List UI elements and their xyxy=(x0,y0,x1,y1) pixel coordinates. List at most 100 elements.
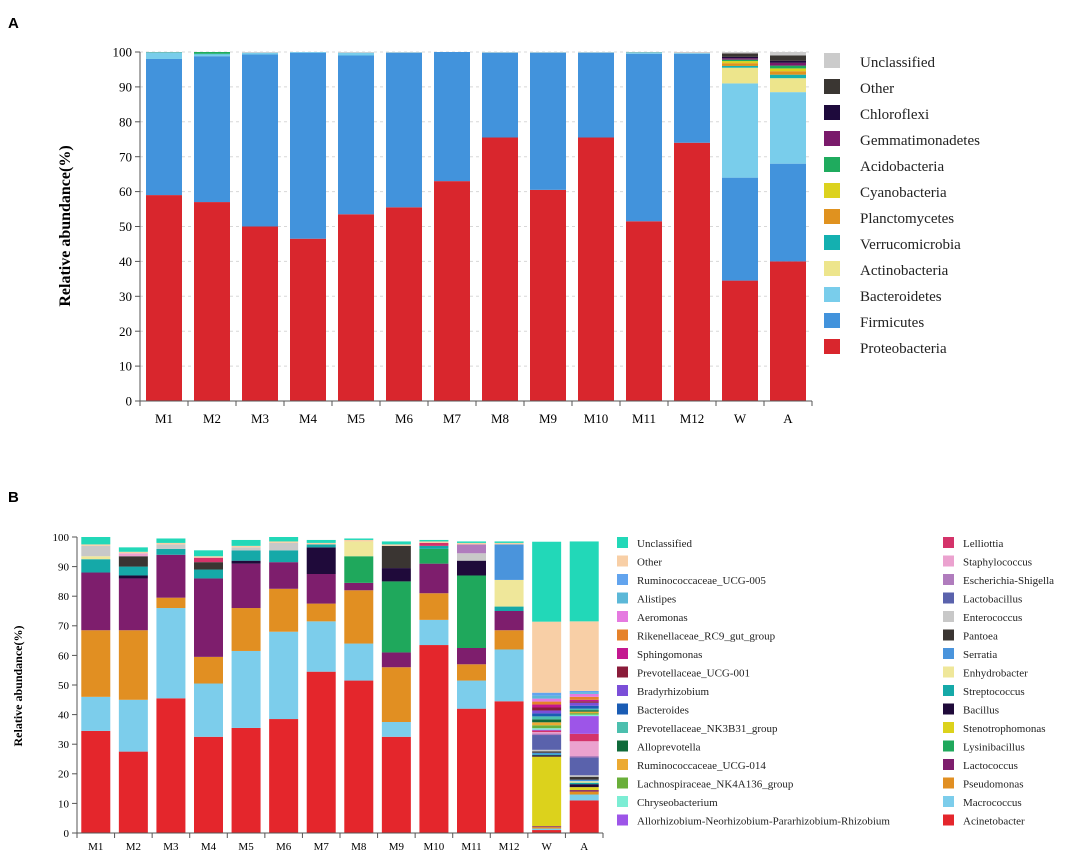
panel-b-x-tick-label-m2: M2 xyxy=(126,841,141,853)
panel-b-bar-m10-unclassified xyxy=(419,539,449,542)
panel-b-bar-a-macrococcus xyxy=(569,794,599,801)
panel-a-legend-label-proteobacteria: Proteobacteria xyxy=(860,341,947,357)
panel-a-x-tick-label-m5: M5 xyxy=(347,411,365,426)
panel-b-bar-w-rikenellaceae-rc9-gut-group xyxy=(532,701,562,705)
panel-b-bar-a-other xyxy=(569,621,599,691)
panel-b-bar-m5-streptococcus xyxy=(231,550,261,561)
panel-a-chart: 0 10 20 30 40 50 60 70 80 90 100 M1 M2 M3 M4 M5 M6 M7 M8 M9… xyxy=(57,45,980,426)
panel-b-bar-m6-macrococcus xyxy=(269,631,299,720)
panel-a-bar-a-cyanobacteria xyxy=(770,68,806,72)
panel-a-bar-m1-unclassified xyxy=(146,52,182,53)
panel-b-legend-swatch-aeromonas xyxy=(617,611,628,622)
panel-a-y-tick-label-20: 20 xyxy=(119,324,132,339)
panel-b-bar-m2-macrococcus xyxy=(118,699,148,752)
panel-b-bar-w-other xyxy=(532,621,562,693)
panel-a-bar-w-other xyxy=(722,53,758,57)
panel-b-bar-a-lachnospiraceae-nk4a136-group xyxy=(569,713,599,715)
panel-b-bar-m3-unclassified xyxy=(156,538,186,543)
panel-b-bar-m4-lactococcus xyxy=(194,578,223,657)
panel-b-bar-m9-pseudomonas xyxy=(381,667,411,722)
panel-a-legend-label-bacteroidetes: Bacteroidetes xyxy=(860,289,942,305)
panel-a-bar-m2-firmicutes xyxy=(194,56,230,203)
panel-b-bar-w-bacteroides xyxy=(532,713,562,717)
panel-a-legend-swatch-bacteroidetes xyxy=(824,287,840,302)
panel-a-bar-m9-proteobacteria xyxy=(530,189,566,401)
panel-b-bar-w-bacillus xyxy=(532,755,562,757)
panel-b-bar-m7-other xyxy=(306,542,336,545)
panel-b-bar-m12-enhydrobacter xyxy=(494,579,524,607)
panel-a-bar-w-acidobacteria xyxy=(722,59,758,62)
panel-b-bar-m3-acinetobacter xyxy=(156,698,186,833)
panel-a-x-tick-label-m3: M3 xyxy=(251,411,269,426)
panel-a-bar-w-firmicutes xyxy=(722,177,758,281)
panel-a-bar-m12-bacteroidetes xyxy=(674,53,710,54)
panel-b-legend-swatch-lysinibacillus xyxy=(943,740,954,752)
panel-letter-b: B xyxy=(8,489,19,506)
panel-a-bar-m9-unclassified xyxy=(530,52,566,53)
panel-b-bar-m11-macrococcus xyxy=(457,680,486,709)
panel-b-bar-w-enterococcus xyxy=(532,749,562,752)
panel-a-bar-w-unclassified xyxy=(722,52,758,54)
panel-b-bar-m4-pseudomonas xyxy=(194,656,223,684)
panel-b-bar-w-sphingomonas xyxy=(532,704,562,708)
panel-a-legend-swatch-gemmatimonadetes xyxy=(824,131,840,146)
panel-b-legend-label-lelliottia: Lelliottia xyxy=(963,538,1003,550)
panel-b-bar-a-ruminococcaceae-ucg-014 xyxy=(569,711,599,714)
panel-a-y-tick-label-50: 50 xyxy=(119,219,132,234)
panel-a-bar-m1-firmicutes xyxy=(146,58,182,196)
panel-a-bar-a-planctomycetes xyxy=(770,71,806,75)
panel-a-legend-label-chloroflexi: Chloroflexi xyxy=(860,107,929,123)
panel-b-bar-m7-macrococcus xyxy=(306,621,336,672)
panel-b-bar-a-chryseobacterium xyxy=(569,714,599,717)
panel-b-bar-m6-acinetobacter xyxy=(269,719,299,833)
panel-b-bar-m5-other xyxy=(231,545,261,548)
panel-b-bar-a-staphylococcus xyxy=(569,741,599,757)
panel-b-bar-a-streptococcus xyxy=(569,782,599,785)
panel-a-bar-m5-bacteroidetes xyxy=(338,52,374,56)
panel-b-legend-swatch-lachnospiraceae-nk4a136-group xyxy=(617,777,628,789)
panel-a-y-tick-label-80: 80 xyxy=(119,114,132,129)
panel-a-bar-m6-unclassified xyxy=(386,52,422,53)
panel-b-bar-m2-pseudomonas xyxy=(118,630,148,700)
panel-b-bar-m6-unclassified xyxy=(269,537,299,542)
panel-b-legend-label-bradyrhizobium: Bradyrhizobium xyxy=(637,686,710,698)
panel-a-y-tick-label-30: 30 xyxy=(119,289,132,304)
panel-a-x-tick-label-a: A xyxy=(783,411,793,426)
panel-b-bar-m2-other xyxy=(118,551,148,554)
panel-a-y-tick-label-0: 0 xyxy=(126,394,133,409)
panel-b-bar-m8-enhydrobacter xyxy=(344,541,374,557)
panel-b-bar-a-lelliottia xyxy=(569,733,599,742)
panel-b-bar-m10-pseudomonas xyxy=(419,593,449,620)
panel-a-x-tick-label-m7: M7 xyxy=(443,411,462,426)
panel-b-legend-swatch-stenotrophomonas xyxy=(943,722,954,733)
panel-b-x-tick-label-m8: M8 xyxy=(351,841,367,853)
panel-b-bar-a-bacillus xyxy=(569,784,599,788)
panel-b-legend-label-chryseobacterium: Chryseobacterium xyxy=(637,797,718,809)
panel-b-bar-a-escherichia-shigella xyxy=(569,756,599,758)
panel-b-bar-m1-unclassified xyxy=(81,537,111,545)
panel-b-bar-m12-other xyxy=(494,542,524,545)
panel-b-bar-m8-unclassified xyxy=(344,538,374,540)
panel-b-y-axis-label: Relative abundance(%) xyxy=(11,626,25,747)
panel-a-bar-m6-proteobacteria xyxy=(386,207,422,401)
panel-a-bar-w-verrucomicrobia xyxy=(722,65,758,68)
panel-b-legend-swatch-bacteroides xyxy=(617,703,628,715)
panel-b-bar-m1-enterococcus xyxy=(81,545,111,557)
panel-a-bar-m2-bacteroidetes xyxy=(194,54,230,57)
panel-b-bar-w-pantoea xyxy=(532,751,562,753)
panel-b-legend-swatch-lactococcus xyxy=(943,759,954,770)
panel-a-bar-m5-firmicutes xyxy=(338,55,374,215)
panel-b-legend-swatch-bradyrhizobium xyxy=(617,685,628,696)
panel-b-y-tick-label-80: 80 xyxy=(58,591,70,603)
panel-b-legend-swatch-rikenellaceae-rc9-gut-group xyxy=(617,629,628,641)
panel-b-legend-label-alistipes: Alistipes xyxy=(637,594,676,606)
panel-b-bar-w-ruminococcaceae-ucg-014 xyxy=(532,722,562,726)
panel-b-legend-label-lysinibacillus: Lysinibacillus xyxy=(963,742,1025,754)
panel-b-legend-label-enterococcus: Enterococcus xyxy=(963,612,1022,624)
panel-b-bar-m11-bacillus xyxy=(457,560,486,576)
panel-a-bar-m11-bacteroidetes xyxy=(626,52,662,54)
panel-a-legend-label-actinobacteria: Actinobacteria xyxy=(860,263,949,279)
panel-b-x-tick-label-m6: M6 xyxy=(276,841,292,853)
panel-b-y-tick-label-30: 30 xyxy=(58,739,70,751)
